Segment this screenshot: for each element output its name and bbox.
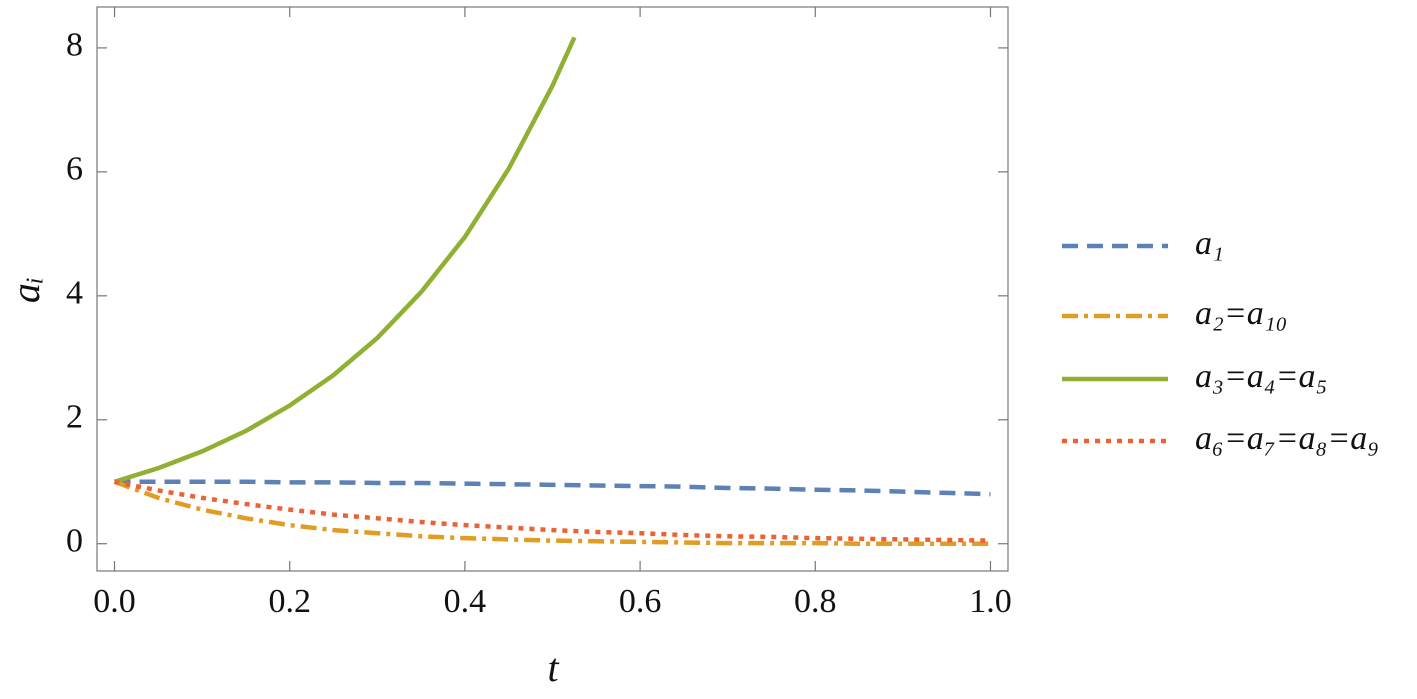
legend-label: a₃=a₄=a₅ [1195, 358, 1327, 395]
y-tick-label: 0 [66, 523, 83, 560]
legend-label: a₆=a₇=a₈=a₉ [1195, 420, 1379, 457]
series-line [114, 479, 991, 543]
x-tick-label: 0.4 [444, 583, 487, 620]
y-axis-label: aᵢ [3, 277, 48, 303]
x-tick-label: 0.8 [794, 583, 837, 620]
series-line [113, 479, 991, 546]
y-tick-label: 6 [66, 151, 83, 188]
y-tick-label: 8 [66, 27, 83, 64]
x-tick-label: 0.6 [619, 583, 662, 620]
x-axis-label: t [547, 645, 559, 690]
series-line [113, 36, 577, 484]
x-tick-label: 0.2 [268, 583, 311, 620]
x-tick-label: 0.0 [93, 583, 136, 620]
legend-label: a₁ [1195, 225, 1224, 262]
series-line [114, 479, 991, 497]
y-tick-label: 2 [66, 399, 83, 436]
plot-frame [96, 6, 1009, 572]
y-tick-label: 4 [66, 275, 83, 312]
x-tick-label: 1.0 [969, 583, 1012, 620]
legend-label: a₂=a₁₀ [1195, 295, 1287, 332]
